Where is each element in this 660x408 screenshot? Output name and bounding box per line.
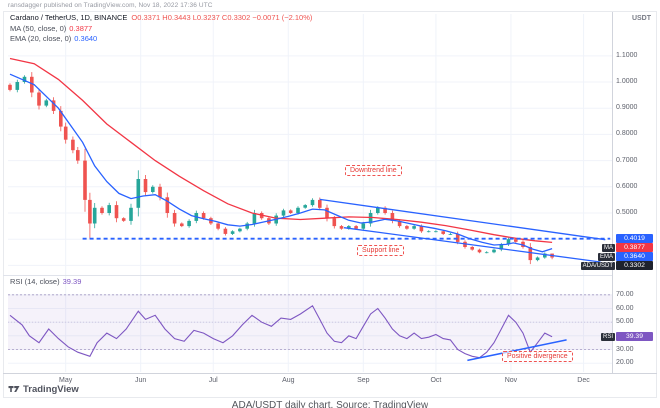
axis-badge-ema: EMA 0.3640 [597,252,653,262]
axis-badge-support-level: 0.4019 [616,234,653,244]
time-tick: Oct [430,377,442,384]
chart-frame [3,11,657,398]
price-tick: 0.9000 [616,104,638,112]
price-tick: 0.8000 [616,130,638,138]
ema-legend-value: 0.3640 [74,34,98,43]
axis-badge-ma: MA 0.3877 [602,243,653,253]
badge-tag: MA [602,243,615,252]
time-tick: Sep [357,377,370,384]
rsi-tick: 70.00 [616,290,634,298]
caption-cut: ADA/USDT daily chart. Source: TradingVie… [231,400,429,408]
rsi-tick: 50.00 [616,318,634,326]
badge-tag: ADA/USDT [580,261,615,270]
support-line-label[interactable]: Support line [357,245,405,256]
time-tick: Aug [282,377,295,384]
badge-tag: EMA [597,252,615,261]
publish-credit: ransdagger published on TradingView.com,… [8,2,213,9]
axis-badge-ada-usdt: ADA/USDT 0.3302 [580,261,653,271]
ohlc-values: O0.3371 H0.3443 L0.3237 C0.3302 −0.0071 … [131,13,313,22]
rsi-legend-value: 39.39 [62,277,82,286]
time-tick: Jun [135,377,147,384]
badge-value: 0.4019 [616,234,653,244]
time-tick: May [59,377,73,384]
rsi-tick: 30.00 [616,345,634,353]
price-tick: 0.5000 [616,209,638,216]
rsi-legend-label[interactable]: RSI (14, close) [10,277,60,286]
time-tick: Dec [577,377,590,384]
rsi-tick: 20.00 [616,359,634,367]
rsi-tick: 60.00 [616,304,634,312]
price-tick: 0.7000 [616,156,638,164]
badge-value: 39.39 [616,332,653,342]
price-tick: 1.1000 [616,51,638,59]
symbol-title[interactable]: Cardano / TetherUS, 1D, BINANCE [10,13,128,22]
downtrend-line-label[interactable]: Downtrend line [345,165,402,176]
tradingview-mark-icon [8,386,20,392]
time-tick: Nov [504,377,518,384]
ma-legend-label[interactable]: MA (50, close, 0) [10,24,67,33]
tradingview-logo[interactable]: TradingView [8,383,79,395]
price-scale-currency: USDT [631,15,651,22]
positive-divergence-label[interactable]: Positive divergence [502,351,573,362]
ema-legend-label[interactable]: EMA (20, close, 0) [10,34,72,43]
badge-tag: RSI [600,332,615,341]
price-tick: 1.0000 [616,78,638,86]
badge-value: 0.3302 [616,261,653,271]
ma-legend-value: 0.3877 [69,24,93,33]
badge-value: 0.3877 [616,243,653,253]
axis-badge-rsi: RSI 39.39 [600,332,653,342]
price-tick: 0.6000 [616,182,638,190]
time-tick: Jul [208,377,218,384]
badge-value: 0.3640 [616,252,653,262]
tradingview-logo-text: TradingView [23,383,79,395]
